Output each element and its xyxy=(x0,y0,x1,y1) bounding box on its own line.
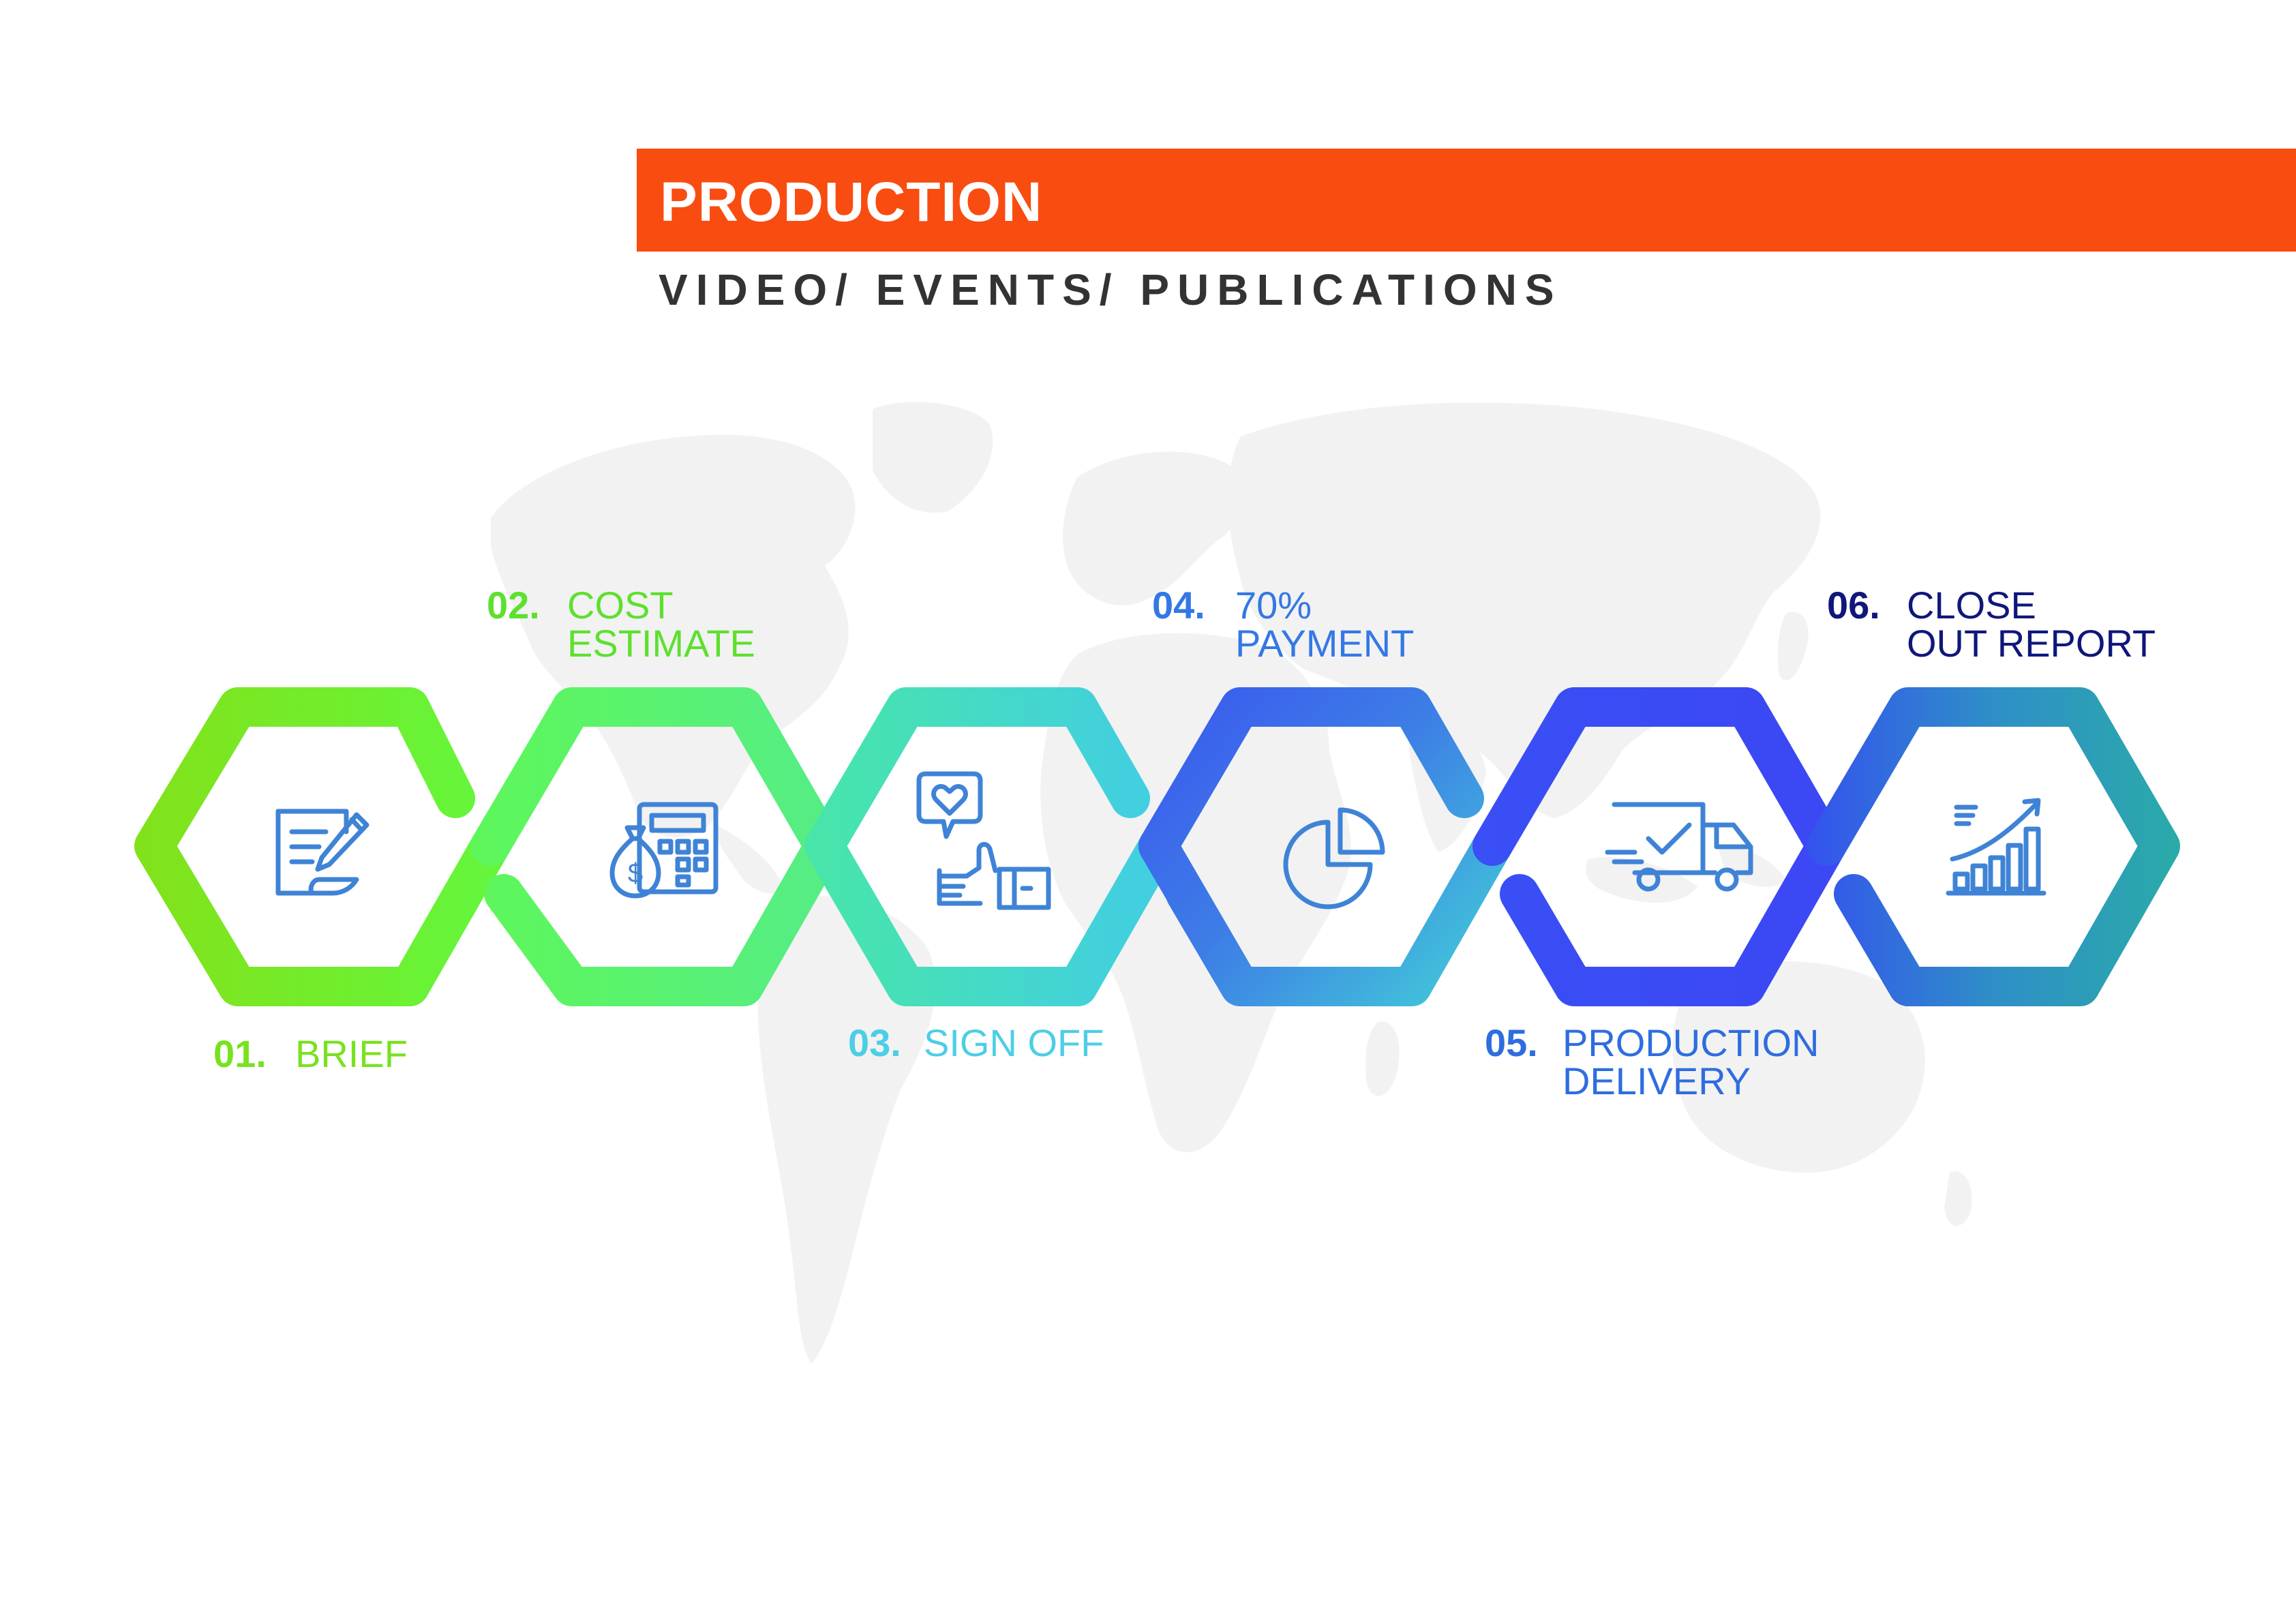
step-text: CLOSE OUT REPORT xyxy=(1907,584,2156,665)
svg-text:$: $ xyxy=(628,858,643,888)
hexagon-6 xyxy=(1807,687,2180,1006)
calculator-money-icon: $ xyxy=(609,802,719,899)
step-number: 03. xyxy=(848,1021,901,1064)
document-pen-icon xyxy=(275,809,369,896)
step-number: 05. xyxy=(1485,1021,1538,1064)
step-text: SIGN OFF xyxy=(924,1021,1104,1064)
step-text: BRIEF xyxy=(295,1032,408,1075)
hexagon-1 xyxy=(134,687,510,1006)
growth-chart-icon xyxy=(1946,798,2046,896)
hexagon-2 xyxy=(470,687,844,1006)
pie-chart-icon xyxy=(1283,807,1385,909)
step-text: PRODUCTION DELIVERY xyxy=(1562,1021,1819,1102)
step-number: 04. xyxy=(1152,584,1205,627)
step-number: 02. xyxy=(487,584,540,627)
hexagon-3 xyxy=(804,687,1178,1006)
hexagon-4 xyxy=(1138,687,1512,1006)
delivery-truck-icon xyxy=(1605,802,1753,892)
title-banner: PRODUCTION xyxy=(637,149,2296,252)
step-text: COST ESTIMATE xyxy=(567,584,755,665)
page-subtitle: VIDEO/ EVENTS/ PUBLICATIONS xyxy=(659,265,1562,314)
thumbs-up-heart-icon xyxy=(916,771,1051,910)
step-number: 01. xyxy=(213,1032,267,1075)
step-text: 70% PAYMENT xyxy=(1235,584,1415,665)
step-number: 06. xyxy=(1827,584,1880,627)
page-title: PRODUCTION xyxy=(660,171,1043,233)
